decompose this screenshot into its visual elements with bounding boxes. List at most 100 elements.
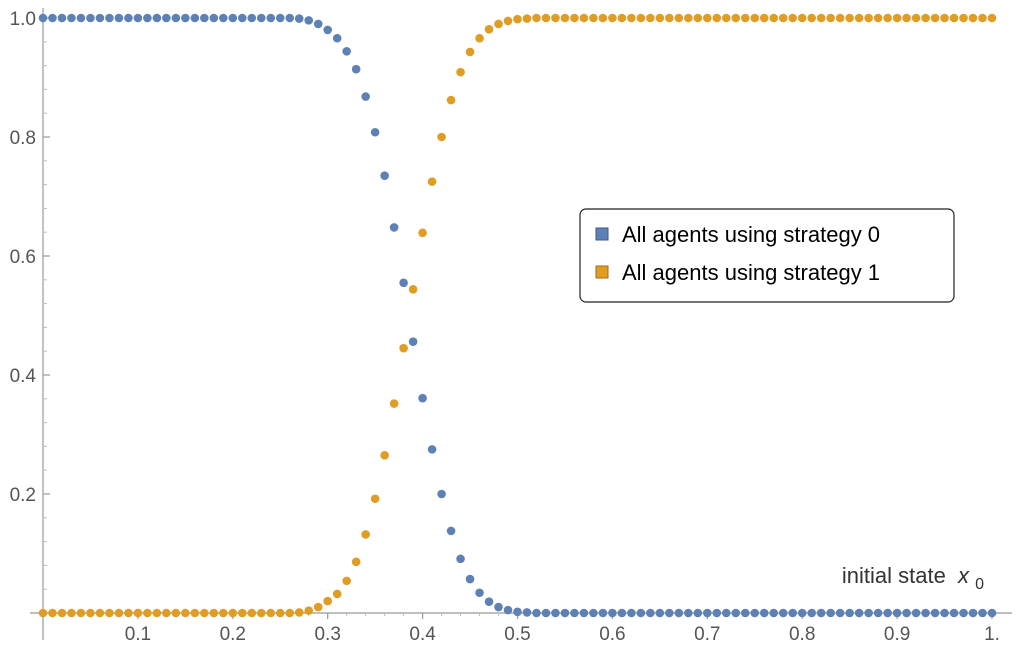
point-strategy-1 — [95, 608, 105, 618]
point-strategy-1 — [560, 13, 570, 23]
point-strategy-0 — [608, 608, 617, 618]
point-strategy-1 — [332, 589, 342, 599]
point-strategy-1 — [541, 13, 551, 23]
point-strategy-0 — [883, 608, 892, 618]
point-strategy-0 — [551, 608, 560, 618]
point-strategy-0 — [67, 13, 76, 23]
point-strategy-0 — [864, 608, 873, 618]
point-strategy-0 — [418, 393, 427, 403]
x-axis-title-variable: x — [957, 563, 970, 588]
point-strategy-1 — [361, 530, 370, 539]
point-strategy-1 — [570, 13, 579, 23]
point-strategy-1 — [228, 608, 238, 618]
point-strategy-1 — [237, 608, 247, 618]
point-strategy-1 — [807, 13, 816, 23]
point-strategy-1 — [219, 608, 228, 618]
point-strategy-0 — [665, 608, 674, 618]
point-strategy-0 — [807, 608, 816, 618]
point-strategy-0 — [684, 608, 693, 618]
y-tick-label: 0.4 — [10, 366, 37, 387]
point-strategy-0 — [228, 13, 238, 23]
point-strategy-1 — [769, 13, 779, 23]
x-tick-label: 0.2 — [220, 624, 246, 645]
point-strategy-0 — [532, 608, 541, 618]
point-strategy-1 — [883, 13, 892, 23]
point-strategy-1 — [646, 13, 655, 23]
x-tick-label: 1. — [984, 624, 1000, 645]
y-tick-label: 1.0 — [10, 9, 36, 30]
point-strategy-0 — [816, 608, 826, 618]
point-strategy-1 — [304, 606, 314, 615]
point-strategy-1 — [114, 608, 124, 618]
point-strategy-1 — [636, 13, 646, 23]
point-strategy-0 — [541, 608, 551, 618]
point-strategy-1 — [522, 14, 532, 23]
point-strategy-0 — [380, 171, 389, 180]
point-strategy-0 — [826, 608, 835, 618]
point-strategy-1 — [674, 13, 684, 23]
point-strategy-1 — [930, 13, 940, 23]
point-strategy-0 — [200, 13, 209, 23]
point-strategy-1 — [655, 13, 665, 23]
point-strategy-1 — [845, 13, 854, 23]
point-strategy-1 — [826, 13, 835, 23]
point-strategy-0 — [721, 608, 731, 618]
point-strategy-0 — [465, 574, 475, 584]
point-strategy-0 — [940, 608, 949, 618]
point-strategy-0 — [579, 608, 589, 618]
point-strategy-1 — [608, 13, 617, 23]
point-strategy-1 — [380, 451, 389, 460]
point-strategy-0 — [693, 608, 703, 618]
point-strategy-1 — [703, 13, 712, 23]
point-strategy-1 — [143, 608, 152, 618]
point-strategy-0 — [494, 602, 503, 612]
point-strategy-0 — [76, 13, 86, 23]
point-strategy-1 — [778, 13, 788, 23]
point-strategy-0 — [873, 608, 883, 618]
x-tick-label: 0.5 — [504, 624, 530, 645]
point-strategy-0 — [361, 92, 370, 101]
point-strategy-1 — [133, 608, 143, 618]
point-strategy-0 — [219, 13, 228, 23]
point-strategy-0 — [655, 608, 665, 618]
point-strategy-0 — [911, 608, 921, 618]
legend-label-strategy-1: All agents using strategy 1 — [622, 260, 880, 285]
point-strategy-0 — [968, 608, 978, 618]
point-strategy-1 — [551, 13, 560, 23]
point-strategy-1 — [959, 13, 968, 23]
point-strategy-0 — [209, 13, 219, 23]
x-tick-label: 0.8 — [789, 624, 815, 645]
point-strategy-1 — [256, 608, 266, 618]
axes: 0.1 0.2 0.3 0.4 0.5 0.6 0.7 0.8 0.9 1. 0.20.40.60… — [10, 8, 1012, 645]
point-strategy-0 — [522, 608, 532, 617]
point-strategy-1 — [968, 13, 978, 23]
point-strategy-0 — [845, 608, 854, 618]
point-strategy-0 — [427, 445, 437, 454]
x-tick-label: 0.7 — [694, 624, 720, 645]
point-strategy-1 — [171, 608, 181, 618]
point-strategy-1 — [788, 13, 798, 23]
data-points — [38, 13, 997, 618]
legend: All agents using strategy 0 All agents u… — [579, 208, 955, 303]
point-strategy-0 — [703, 608, 712, 618]
point-strategy-0 — [769, 608, 779, 618]
x-axis-title-text: initial state — [842, 563, 946, 588]
point-strategy-0 — [627, 608, 636, 618]
point-strategy-0 — [674, 608, 684, 618]
point-strategy-1 — [190, 608, 200, 618]
point-strategy-0 — [456, 554, 465, 564]
point-strategy-0 — [86, 13, 95, 23]
point-strategy-0 — [835, 608, 845, 618]
point-strategy-0 — [370, 127, 380, 137]
point-strategy-1 — [57, 608, 67, 618]
point-strategy-0 — [285, 13, 295, 23]
point-strategy-0 — [759, 608, 769, 618]
point-strategy-0 — [332, 33, 342, 43]
point-strategy-1 — [740, 13, 750, 23]
point-strategy-1 — [532, 13, 541, 23]
point-strategy-0 — [987, 608, 997, 618]
point-strategy-0 — [475, 588, 484, 598]
point-strategy-1 — [437, 132, 446, 142]
legend-swatch-strategy-1 — [595, 265, 609, 279]
